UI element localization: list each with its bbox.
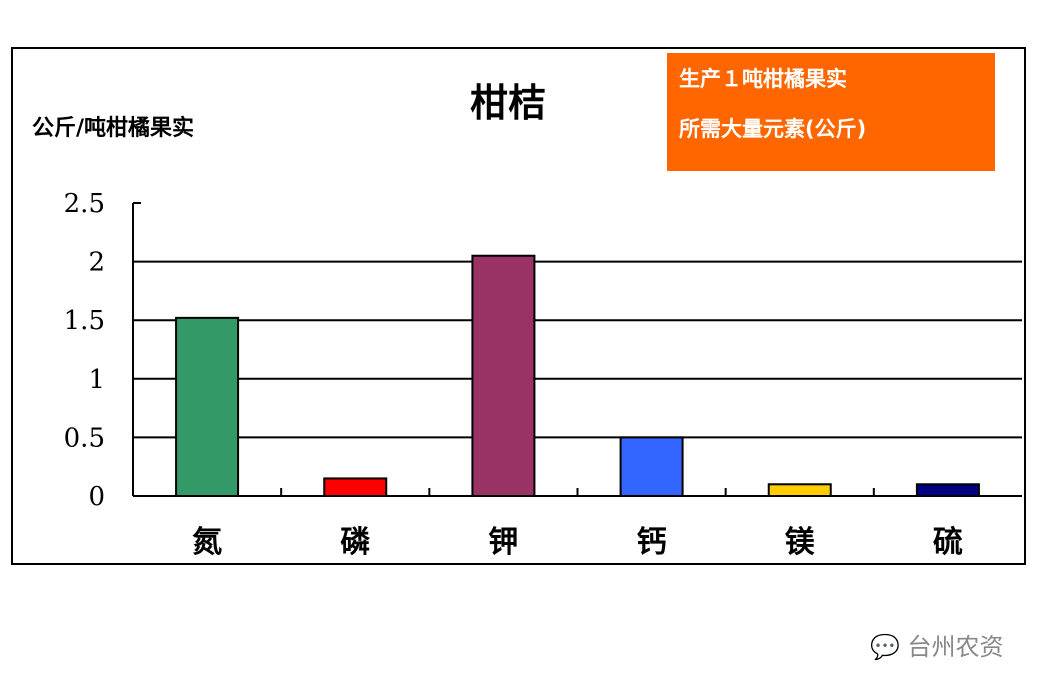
annotation-line: 所需大量元素(公斤): [679, 117, 867, 141]
annotation-line: 生产１吨柑橘果实: [679, 67, 847, 91]
x-tick-label: 磷: [340, 525, 370, 560]
bar: [767, 483, 832, 497]
x-tick-label: 硫: [933, 525, 963, 560]
bar: [175, 316, 240, 497]
watermark: 💬 台州农资: [870, 633, 1004, 661]
bar: [915, 483, 980, 497]
annotation-box: 生产１吨柑橘果实 所需大量元素(公斤): [667, 53, 995, 171]
chart-frame: [11, 47, 1026, 565]
y-tick-label: 0.5: [64, 423, 105, 453]
y-axis-label: 公斤/吨柑橘果实: [32, 116, 195, 141]
y-tick-label: 2: [88, 248, 105, 278]
y-tick-label: 0: [88, 482, 105, 512]
x-tick-label: 氮: [192, 525, 222, 560]
x-tick-label: 钾: [488, 525, 518, 560]
wechat-icon: 💬: [870, 633, 900, 661]
y-tick-label: 1: [88, 365, 105, 395]
bar: [471, 254, 536, 497]
chart-title: 柑桔: [470, 81, 547, 125]
y-tick-label: 1.5: [64, 306, 105, 336]
y-tick-label: 2.5: [64, 189, 105, 219]
x-tick-label: 镁: [785, 525, 815, 560]
bar: [619, 436, 684, 497]
bar: [323, 477, 388, 498]
x-tick-label: 钙: [637, 525, 667, 560]
